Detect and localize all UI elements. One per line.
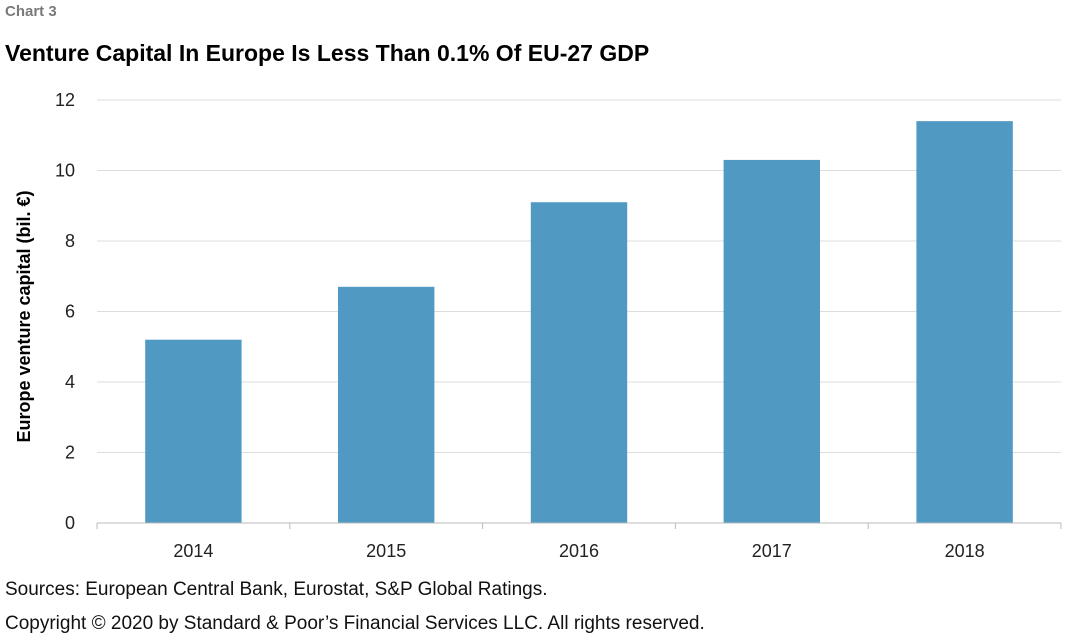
x-tick-label: 2018 — [945, 541, 985, 561]
chart-title: Venture Capital In Europe Is Less Than 0… — [5, 40, 650, 66]
chart-label: Chart 3 — [5, 3, 57, 20]
sources-note: Sources: European Central Bank, Eurostat… — [5, 579, 548, 600]
y-tick-label: 6 — [65, 302, 75, 322]
bar-2016 — [530, 202, 628, 523]
bar-2014 — [145, 339, 242, 523]
bar-chart: 0 2 4 6 8 10 12 2014 2015 2016 2017 2018 Europe ven… — [14, 90, 1062, 561]
bar-2018 — [916, 121, 1013, 524]
y-tick-label: 4 — [65, 372, 75, 392]
y-tick-label: 2 — [65, 443, 75, 463]
bars — [145, 121, 1013, 524]
bar-2017 — [723, 159, 820, 524]
y-axis-label: Europe venture capital (bil. €) — [14, 190, 34, 442]
y-tick-label: 8 — [65, 231, 75, 251]
bar-2015 — [338, 286, 435, 523]
x-tick-label: 2017 — [752, 541, 792, 561]
axes — [96, 522, 1062, 529]
y-tick-label: 0 — [65, 513, 75, 533]
x-tick-label: 2015 — [366, 541, 406, 561]
y-tick-label: 10 — [55, 161, 75, 181]
x-tick-label: 2016 — [559, 541, 599, 561]
y-tick-label: 12 — [55, 90, 75, 110]
tick-labels: 0 2 4 6 8 10 12 2014 2015 2016 2017 2018 — [55, 90, 985, 561]
copyright-note: Copyright © 2020 by Standard & Poor’s Fi… — [5, 613, 705, 634]
x-tick-label: 2014 — [173, 541, 213, 561]
